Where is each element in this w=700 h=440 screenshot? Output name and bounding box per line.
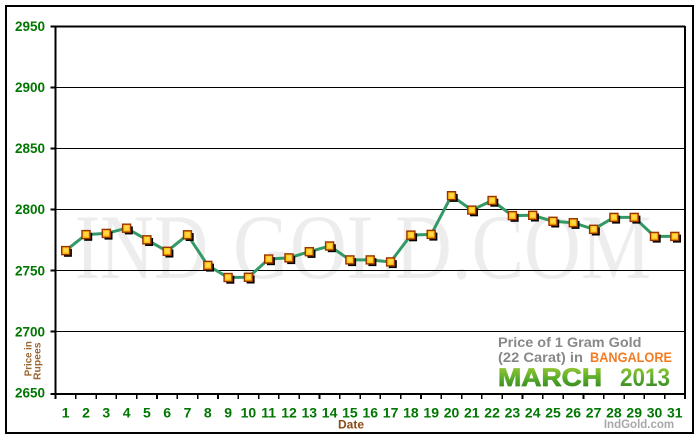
svg-text:30: 30 [647,405,663,421]
svg-text:15: 15 [342,405,358,421]
svg-text:24: 24 [525,405,541,421]
svg-text:BANGALORE: BANGALORE [590,350,672,365]
svg-text:2650: 2650 [15,386,45,401]
svg-text:20: 20 [444,405,460,421]
svg-text:28: 28 [606,405,622,421]
svg-text:7: 7 [184,405,192,421]
svg-text:2850: 2850 [15,141,45,156]
svg-text:18: 18 [403,405,419,421]
svg-text:2013: 2013 [620,364,670,392]
svg-text:14: 14 [322,405,338,421]
svg-text:8: 8 [204,405,212,421]
svg-text:6: 6 [163,405,171,421]
svg-text:Date: Date [338,418,364,432]
svg-text:31: 31 [667,405,683,421]
svg-text:Rupees: Rupees [33,342,44,380]
svg-text:IND: IND [75,196,208,298]
svg-text:26: 26 [566,405,582,421]
svg-text:2700: 2700 [15,324,45,339]
svg-text:MARCH: MARCH [498,364,602,392]
svg-text:2950: 2950 [15,19,45,34]
svg-text:17: 17 [383,405,399,421]
svg-text:9: 9 [224,405,232,421]
svg-text:11: 11 [261,405,276,421]
svg-text:2: 2 [82,405,90,421]
svg-text:(22 Carat) in: (22 Carat) in [498,350,583,365]
svg-text:12: 12 [281,405,297,421]
svg-text:2900: 2900 [15,80,45,95]
svg-text:27: 27 [586,405,602,421]
svg-text:Price in: Price in [24,341,35,376]
svg-text:23: 23 [505,405,521,421]
svg-text:22: 22 [484,405,500,421]
svg-text:2750: 2750 [15,263,45,278]
svg-text:25: 25 [545,405,561,421]
svg-text:21: 21 [464,405,480,421]
svg-text:16: 16 [362,405,378,421]
svg-text:3: 3 [102,405,110,421]
svg-text:13: 13 [302,405,318,421]
svg-text:5: 5 [143,405,151,421]
svg-text:29: 29 [626,405,642,421]
svg-text:10: 10 [241,405,257,421]
svg-text:19: 19 [423,405,439,421]
svg-text:Price of 1 Gram Gold: Price of 1 Gram Gold [498,335,642,350]
svg-text:2800: 2800 [15,202,45,217]
svg-text:1: 1 [62,405,70,421]
svg-text:4: 4 [123,405,131,421]
svg-text:IndGold.com: IndGold.com [604,419,674,431]
